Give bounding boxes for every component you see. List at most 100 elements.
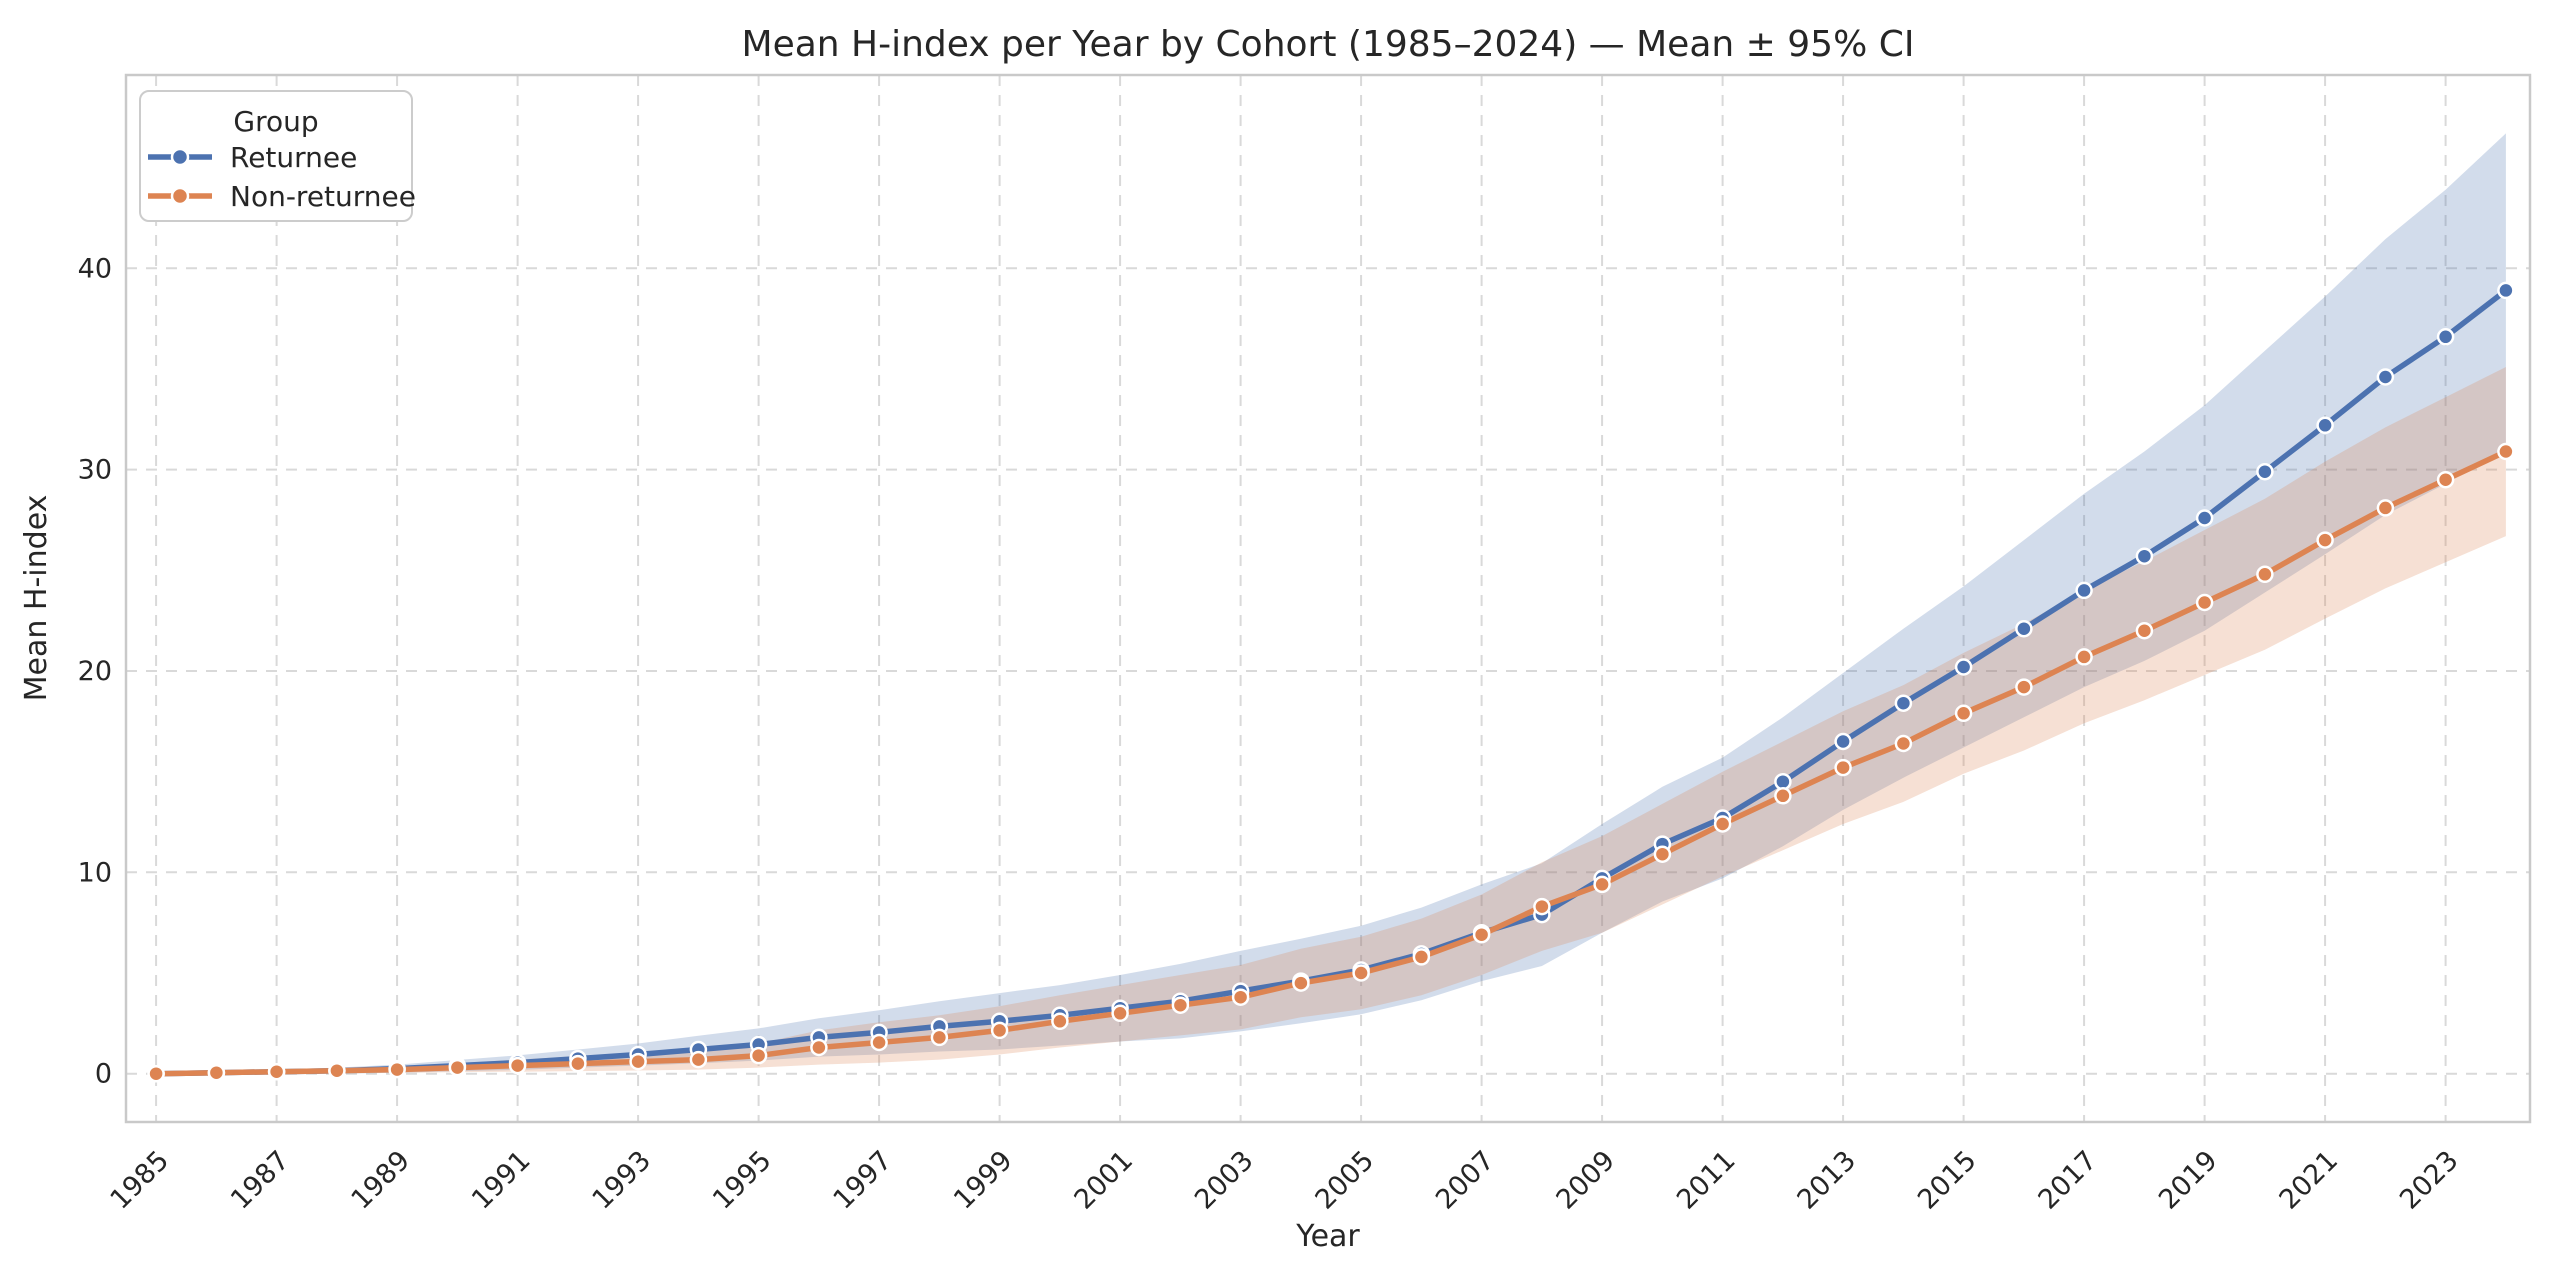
series-markers bbox=[147, 281, 2515, 1083]
data-point-non-returnee-2020 bbox=[2256, 565, 2274, 584]
legend: Group Returnee Non-returnee bbox=[139, 90, 416, 222]
x-tick-label-2017: 2017 bbox=[2033, 1145, 2104, 1216]
returnee-marker-icon bbox=[170, 147, 190, 167]
data-point-returnee-2024 bbox=[2497, 281, 2515, 300]
x-tick-label-1989: 1989 bbox=[346, 1145, 417, 1216]
data-point-non-returnee-2003 bbox=[1231, 988, 1250, 1006]
x-tick-label-1987: 1987 bbox=[225, 1145, 296, 1216]
ci-band-non-returnee bbox=[156, 367, 2506, 1075]
y-tick-label-40: 40 bbox=[78, 253, 112, 284]
data-point-returnee-2016 bbox=[2015, 619, 2033, 638]
x-tick-label-2011: 2011 bbox=[1671, 1145, 1742, 1216]
y-axis-label: Mean H-index bbox=[19, 495, 54, 702]
data-point-returnee-2019 bbox=[2195, 509, 2214, 527]
y-tick-label-10: 10 bbox=[78, 857, 112, 888]
x-tick-label-1991: 1991 bbox=[466, 1145, 537, 1216]
data-point-returnee-2018 bbox=[2135, 547, 2154, 565]
non-returnee-marker-icon bbox=[170, 186, 190, 206]
data-point-returnee-2020 bbox=[2256, 462, 2274, 481]
x-tick-labels: 1985 1987 1989 1991 1993 1995 1997 1999 2001 2003… bbox=[105, 1145, 2465, 1216]
x-tick-label-2019: 2019 bbox=[2153, 1145, 2224, 1216]
legend-box bbox=[139, 90, 413, 222]
data-point-non-returnee-2024 bbox=[2497, 442, 2515, 461]
x-tick-label-2003: 2003 bbox=[1189, 1145, 1260, 1216]
x-tick-label-2021: 2021 bbox=[2274, 1145, 2345, 1216]
data-point-returnee-2015 bbox=[1954, 658, 1973, 676]
x-tick-label-2015: 2015 bbox=[1912, 1145, 1983, 1216]
data-point-non-returnee-2008 bbox=[1533, 897, 1551, 916]
mean-line-non-returnee bbox=[153, 448, 2509, 1077]
data-point-non-returnee-1988 bbox=[328, 1061, 346, 1080]
data-point-non-returnee-1992 bbox=[569, 1054, 587, 1073]
data-point-non-returnee-1989 bbox=[388, 1060, 406, 1079]
legend-label-returnee: Returnee bbox=[230, 141, 357, 174]
data-point-non-returnee-2002 bbox=[1171, 996, 1190, 1014]
data-point-non-returnee-1997 bbox=[870, 1033, 888, 1052]
data-point-non-returnee-2023 bbox=[2436, 470, 2455, 489]
data-point-non-returnee-2017 bbox=[2075, 648, 2093, 666]
x-tick-label-1995: 1995 bbox=[707, 1145, 778, 1216]
data-point-returnee-2012 bbox=[1774, 772, 1792, 791]
chart-title: Mean H-index per Year by Cohort (1985–20… bbox=[742, 24, 1915, 65]
data-point-non-returnee-1995 bbox=[749, 1046, 768, 1065]
data-point-non-returnee-1999 bbox=[990, 1021, 1009, 1040]
data-point-non-returnee-2001 bbox=[1111, 1004, 1129, 1023]
data-point-non-returnee-1991 bbox=[508, 1056, 527, 1075]
y-tick-label-30: 30 bbox=[78, 455, 112, 486]
data-point-non-returnee-2021 bbox=[2316, 531, 2334, 549]
x-tick-label-2009: 2009 bbox=[1551, 1145, 1622, 1216]
gridlines bbox=[126, 75, 2530, 1122]
data-point-non-returnee-2000 bbox=[1051, 1012, 1069, 1031]
data-point-non-returnee-1985 bbox=[147, 1064, 165, 1083]
series-lines bbox=[153, 287, 2509, 1077]
data-point-non-returnee-2015 bbox=[1954, 704, 1973, 723]
x-axis-label: Year bbox=[1295, 1219, 1360, 1254]
confidence-bands bbox=[156, 133, 2506, 1075]
data-point-non-returnee-2013 bbox=[1834, 758, 1852, 777]
y-tick-label-20: 20 bbox=[78, 656, 112, 687]
data-point-non-returnee-2016 bbox=[2015, 678, 2033, 696]
data-point-non-returnee-2005 bbox=[1352, 964, 1370, 982]
data-point-non-returnee-1994 bbox=[689, 1050, 708, 1069]
data-point-non-returnee-2018 bbox=[2135, 621, 2154, 640]
data-point-non-returnee-2010 bbox=[1653, 845, 1672, 863]
x-tick-label-1993: 1993 bbox=[587, 1145, 658, 1216]
data-point-non-returnee-1986 bbox=[207, 1063, 226, 1082]
y-tick-labels: 0 10 20 30 40 bbox=[78, 253, 112, 1089]
data-point-non-returnee-2004 bbox=[1292, 974, 1310, 992]
data-point-non-returnee-1987 bbox=[267, 1062, 286, 1081]
ci-band-returnee bbox=[156, 133, 2506, 1075]
x-tick-label-2013: 2013 bbox=[1792, 1145, 1863, 1216]
data-point-non-returnee-1998 bbox=[930, 1028, 949, 1047]
x-tick-label-1997: 1997 bbox=[828, 1145, 899, 1216]
data-point-returnee-2023 bbox=[2436, 328, 2455, 346]
data-point-non-returnee-1993 bbox=[629, 1052, 647, 1071]
data-point-non-returnee-2006 bbox=[1412, 948, 1431, 966]
data-point-non-returnee-2019 bbox=[2195, 593, 2214, 612]
legend-title: Group bbox=[233, 105, 318, 138]
data-point-returnee-2017 bbox=[2075, 581, 2093, 600]
legend-item-returnee: Returnee bbox=[148, 141, 357, 174]
data-point-non-returnee-1990 bbox=[448, 1058, 467, 1077]
legend-item-non-returnee: Non-returnee bbox=[148, 180, 416, 213]
x-tick-label-1999: 1999 bbox=[948, 1145, 1019, 1216]
data-point-non-returnee-2009 bbox=[1593, 875, 1611, 894]
y-tick-label-0: 0 bbox=[95, 1059, 112, 1090]
legend-label-non-returnee: Non-returnee bbox=[230, 180, 416, 213]
plot-frame bbox=[124, 73, 2532, 1124]
x-tick-label-2001: 2001 bbox=[1069, 1145, 1140, 1216]
data-point-returnee-2021 bbox=[2316, 416, 2334, 435]
data-point-non-returnee-1996 bbox=[810, 1038, 828, 1057]
x-tick-label-2007: 2007 bbox=[1430, 1145, 1501, 1216]
data-point-returnee-2013 bbox=[1834, 732, 1852, 751]
data-point-non-returnee-2014 bbox=[1894, 734, 1913, 753]
data-point-non-returnee-2022 bbox=[2376, 499, 2395, 517]
data-point-returnee-2022 bbox=[2376, 368, 2395, 386]
x-tick-label-2005: 2005 bbox=[1310, 1145, 1381, 1216]
data-point-returnee-2014 bbox=[1894, 694, 1913, 712]
data-point-non-returnee-2007 bbox=[1472, 925, 1491, 944]
x-tick-label-1985: 1985 bbox=[105, 1145, 176, 1216]
x-tick-label-2023: 2023 bbox=[2394, 1145, 2465, 1216]
